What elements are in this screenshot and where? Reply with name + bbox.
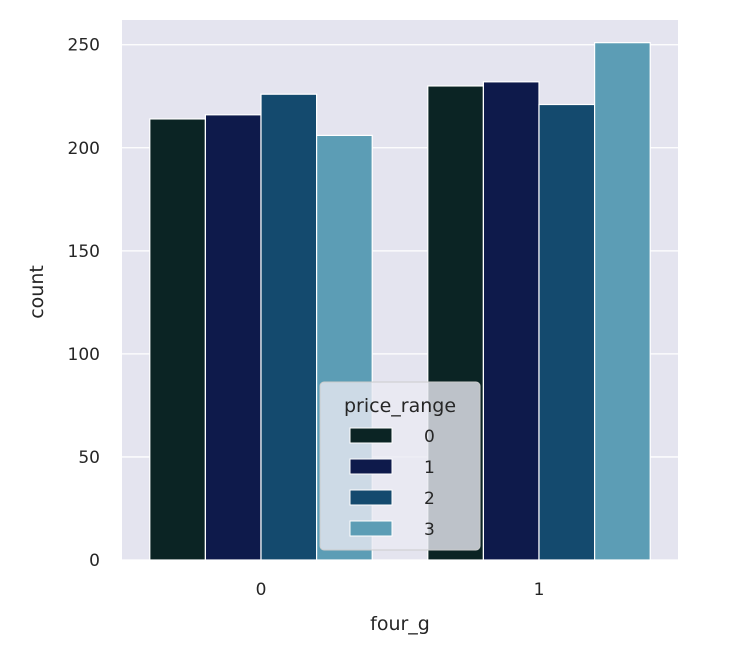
legend-swatch-3 <box>349 520 393 537</box>
bar-0-series-0 <box>149 118 207 561</box>
y-tick-label-200: 200 <box>68 139 100 159</box>
x-tick-label-0: 0 <box>256 580 267 600</box>
legend-box <box>319 381 481 551</box>
legend-label-2: 2 <box>424 489 435 509</box>
legend-title: price_range <box>344 395 456 417</box>
y-axis-ticks: 0 50 100 150 200 250 <box>68 36 100 571</box>
legend-swatch-0 <box>349 427 393 444</box>
legend-label-1: 1 <box>424 458 435 478</box>
y-tick-label-150: 150 <box>68 242 100 262</box>
legend-swatch-1 <box>349 458 393 475</box>
y-tick-label-250: 250 <box>68 36 100 56</box>
legend-label-3: 3 <box>424 520 435 540</box>
bar-1-series-3 <box>593 42 651 561</box>
bar-1-series-2 <box>538 103 596 561</box>
x-tick-label-1: 1 <box>534 580 545 600</box>
y-tick-label-50: 50 <box>78 448 100 468</box>
legend-swatch-2 <box>349 489 393 506</box>
y-tick-label-0: 0 <box>89 551 100 571</box>
legend: price_range 0 1 2 3 <box>319 381 481 551</box>
y-axis-label: count <box>26 265 48 319</box>
y-tick-label-100: 100 <box>68 345 100 365</box>
bar-0-series-2 <box>260 93 318 561</box>
legend-label-0: 0 <box>424 427 435 447</box>
bar-0-series-1 <box>204 114 262 561</box>
x-axis-label: four_g <box>370 613 430 635</box>
bar-1-series-1 <box>482 81 540 561</box>
